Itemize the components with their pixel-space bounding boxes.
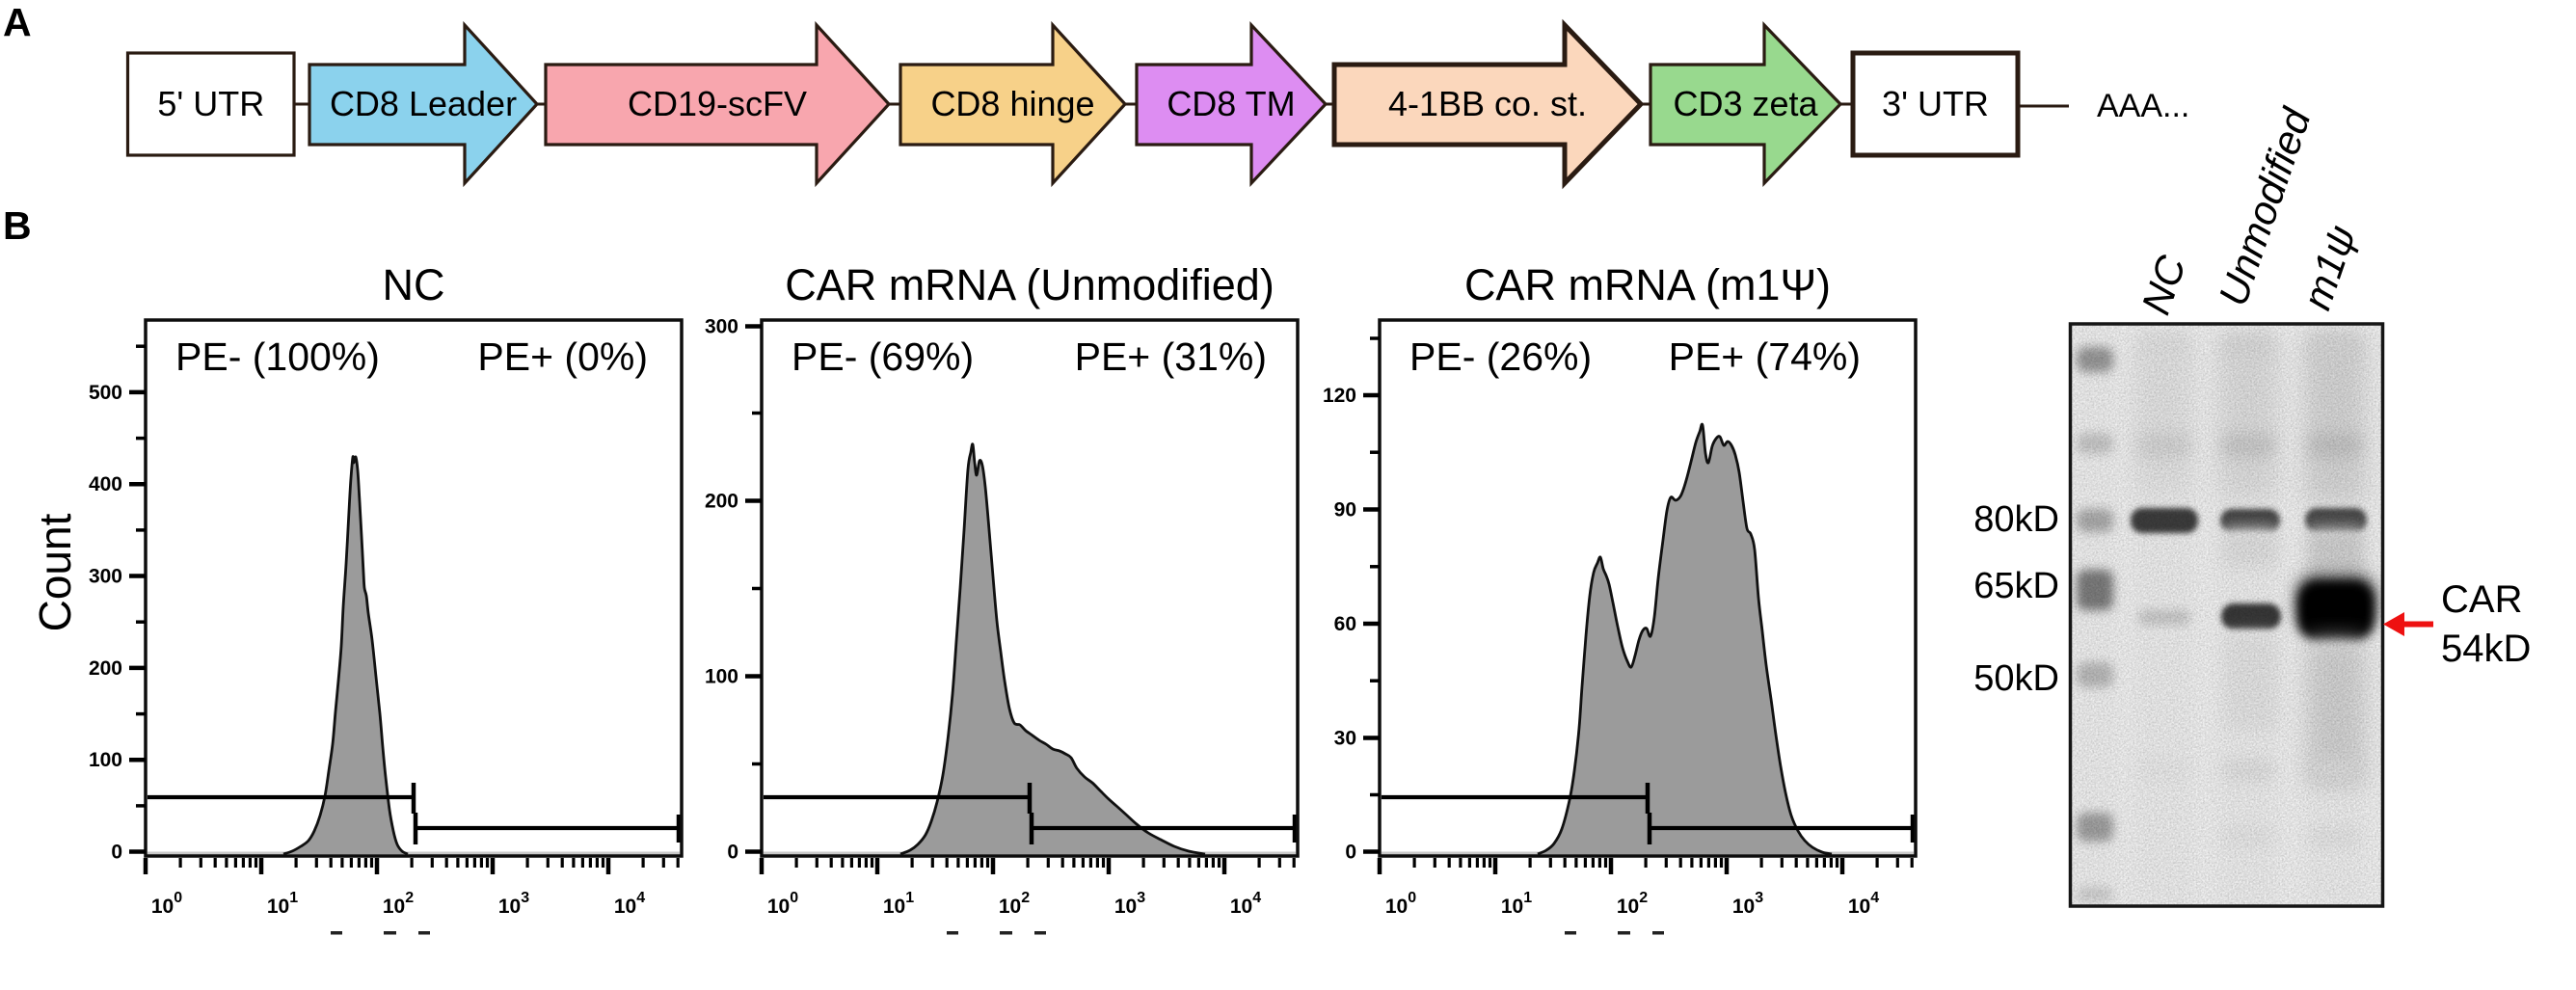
svg-text:65kD: 65kD	[1973, 566, 2059, 606]
svg-text:0: 0	[111, 842, 122, 864]
svg-text:50kD: 50kD	[1973, 658, 2059, 699]
svg-text:PE- (69%): PE- (69%)	[792, 334, 974, 379]
svg-text:0: 0	[1345, 842, 1356, 864]
svg-text:AAA...: AAA...	[2097, 88, 2189, 124]
svg-text:PE+ (0%): PE+ (0%)	[477, 334, 648, 379]
svg-text:80kD: 80kD	[1973, 499, 2059, 540]
svg-text:CAR mRNA (Unmodified): CAR mRNA (Unmodified)	[785, 260, 1275, 309]
svg-text:60: 60	[1334, 613, 1356, 635]
svg-text:90: 90	[1334, 499, 1356, 522]
svg-text:300: 300	[705, 316, 738, 338]
svg-text:500: 500	[89, 382, 122, 404]
svg-text:5' UTR: 5' UTR	[157, 84, 264, 123]
svg-text:PE+ (31%): PE+ (31%)	[1075, 334, 1267, 379]
svg-text:CAR: CAR	[2441, 578, 2522, 621]
svg-text:4-1BB co. st.: 4-1BB co. st.	[1388, 84, 1587, 123]
svg-text:Count: Count	[30, 513, 80, 631]
svg-text:100: 100	[705, 666, 738, 688]
svg-text:CD8 Leader: CD8 Leader	[330, 84, 517, 123]
svg-text:B: B	[3, 203, 32, 248]
svg-text:PE+ (74%): PE+ (74%)	[1669, 334, 1861, 379]
svg-text:PE- (26%): PE- (26%)	[1409, 334, 1592, 379]
svg-text:30: 30	[1334, 728, 1356, 750]
svg-text:0: 0	[727, 842, 738, 864]
svg-text:CD8 TM: CD8 TM	[1167, 84, 1295, 123]
svg-text:A: A	[3, 0, 32, 44]
svg-text:CD8 hinge: CD8 hinge	[930, 84, 1094, 123]
svg-text:CD3 zeta: CD3 zeta	[1673, 84, 1818, 123]
svg-text:PE- (100%): PE- (100%)	[175, 334, 380, 379]
svg-text:200: 200	[705, 491, 738, 513]
svg-text:120: 120	[1323, 385, 1356, 407]
svg-text:CD19-scFV: CD19-scFV	[628, 84, 807, 123]
svg-text:400: 400	[89, 473, 122, 495]
svg-text:NC: NC	[383, 260, 445, 309]
svg-text:200: 200	[89, 657, 122, 680]
svg-text:300: 300	[89, 566, 122, 588]
svg-text:CAR mRNA (m1Ψ): CAR mRNA (m1Ψ)	[1464, 260, 1831, 309]
svg-text:100: 100	[89, 749, 122, 771]
svg-text:54kD: 54kD	[2441, 628, 2531, 670]
svg-text:3' UTR: 3' UTR	[1882, 84, 1989, 123]
